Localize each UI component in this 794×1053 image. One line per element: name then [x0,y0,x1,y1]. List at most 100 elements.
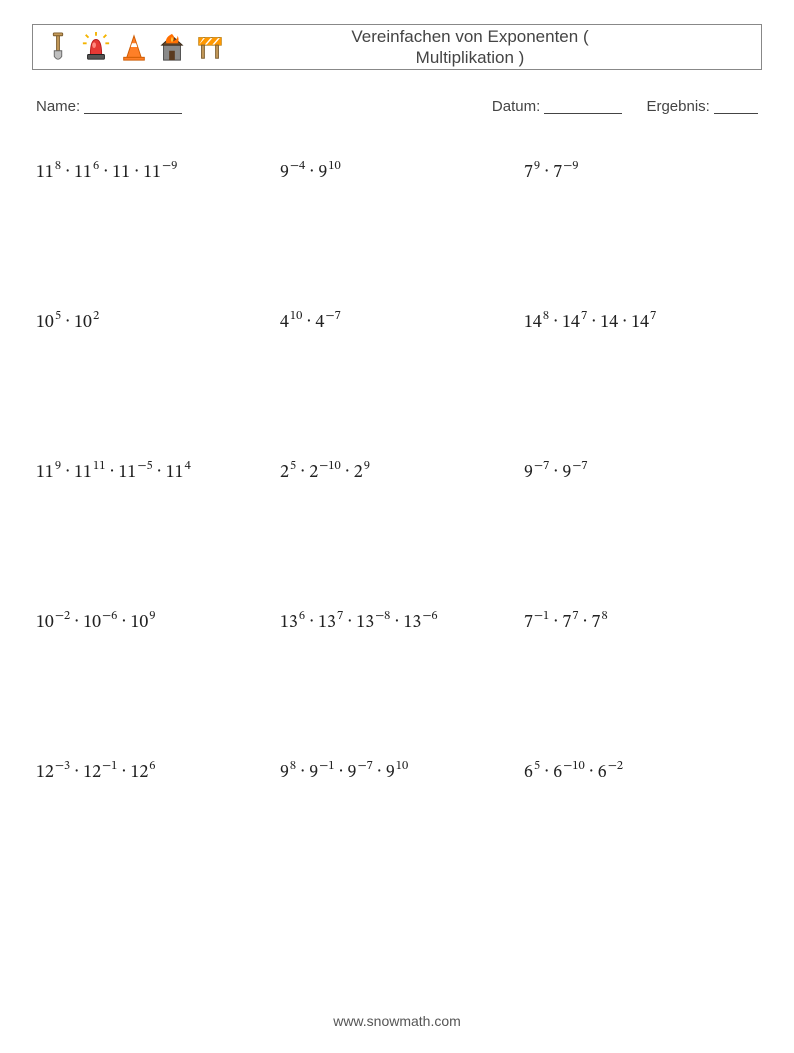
problem-cell: 65·6−10·6−2 [524,759,758,909]
multiply-dot: · [65,460,70,483]
exponent: 10 [290,309,302,322]
problem-cell: 118·116·11·11−9 [36,159,270,309]
problem-cell: 410·4−7 [280,309,514,459]
base: 11 [166,464,184,482]
base: 9 [386,764,395,782]
base: 2 [354,464,363,482]
expression: 79·7−9 [524,164,578,182]
multiply-dot: · [121,610,126,633]
name-blank[interactable] [84,99,182,114]
exponent: 5 [55,309,61,322]
exponent: −7 [534,459,549,472]
multiply-dot: · [103,160,108,183]
base: 4 [280,314,289,332]
base: 10 [36,614,54,632]
exponent: 6 [93,159,99,172]
exponent: 6 [149,759,155,772]
barrier-icon [193,30,227,64]
expression: 118·116·11·11−9 [36,164,177,182]
exponent: −5 [137,459,152,472]
base: 9 [309,764,318,782]
exponent: 9 [534,159,540,172]
problems-grid: 118·116·11·11−99−4·91079·7−9105·102410·4… [32,159,762,909]
cone-icon [117,30,151,64]
base: 11 [74,464,92,482]
exponent: 8 [543,309,549,322]
exponent: 7 [572,609,578,622]
exponent: 11 [93,459,105,472]
multiply-dot: · [544,160,549,183]
multiply-dot: · [121,760,126,783]
exponent: −3 [55,759,70,772]
expression: 148·147·14·147 [524,314,656,332]
exponent: 8 [55,159,61,172]
problem-cell: 136·137·13−8·13−6 [280,609,514,759]
base: 11 [119,464,137,482]
header-box: Vereinfachen von Exponenten ( Multiplika… [32,24,762,70]
multiply-dot: · [553,310,558,333]
problem-cell: 9−7·9−7 [524,459,758,609]
multiply-dot: · [109,460,114,483]
siren-icon [79,30,113,64]
exponent: −8 [375,609,390,622]
title-line-1: Vereinfachen von Exponenten ( [227,26,713,47]
result-label: Ergebnis: [646,98,709,115]
base: 10 [74,314,92,332]
exponent: 2 [93,309,99,322]
problem-cell: 25·2−10·29 [280,459,514,609]
base: 7 [524,164,533,182]
exponent: 8 [601,609,607,622]
result-blank[interactable] [714,99,758,114]
exponent: 7 [337,609,343,622]
exponent: 10 [396,759,408,772]
name-label: Name: [36,98,80,115]
problem-cell: 9−4·910 [280,159,514,309]
date-field: Datum: [492,96,623,115]
footer-url: www.snowmath.com [0,1013,794,1029]
problem-cell: 10−2·10−6·109 [36,609,270,759]
multiply-dot: · [309,610,314,633]
multiply-dot: · [65,310,70,333]
exponent: −1 [319,759,334,772]
base: 13 [356,614,374,632]
expression: 410·4−7 [280,314,341,332]
problem-cell: 105·102 [36,309,270,459]
exponent: −6 [102,609,117,622]
base: 2 [309,464,318,482]
base: 9 [348,764,357,782]
exponent: −1 [534,609,549,622]
result-field: Ergebnis: [646,96,758,115]
multiply-dot: · [553,610,558,633]
exponent: 4 [185,459,191,472]
multiply-dot: · [345,460,350,483]
base: 13 [404,614,422,632]
exponent: −2 [608,759,623,772]
base: 11 [74,164,92,182]
header-icons [41,30,227,64]
multiply-dot: · [65,160,70,183]
base: 11 [36,164,54,182]
expression: 25·2−10·29 [280,464,370,482]
base: 14 [524,314,542,332]
worksheet-page: Vereinfachen von Exponenten ( Multiplika… [0,0,794,1053]
base: 13 [318,614,336,632]
exponent: 9 [55,459,61,472]
expression: 10−2·10−6·109 [36,614,156,632]
base: 6 [553,764,562,782]
problem-cell: 98·9−1·9−7·910 [280,759,514,909]
exponent: 5 [290,459,296,472]
base: 11 [36,464,54,482]
multiply-dot: · [300,460,305,483]
exponent: −6 [422,609,437,622]
exponent: 9 [364,459,370,472]
base: 10 [83,614,101,632]
exponent: 8 [290,759,296,772]
shovel-icon [41,30,75,64]
problem-cell: 119·1111·11−5·114 [36,459,270,609]
base: 6 [524,764,533,782]
base: 12 [130,764,148,782]
multiply-dot: · [591,310,596,333]
date-blank[interactable] [544,99,622,114]
exponent: −7 [325,309,340,322]
info-line: Name: Datum: Ergebnis: [32,96,762,115]
